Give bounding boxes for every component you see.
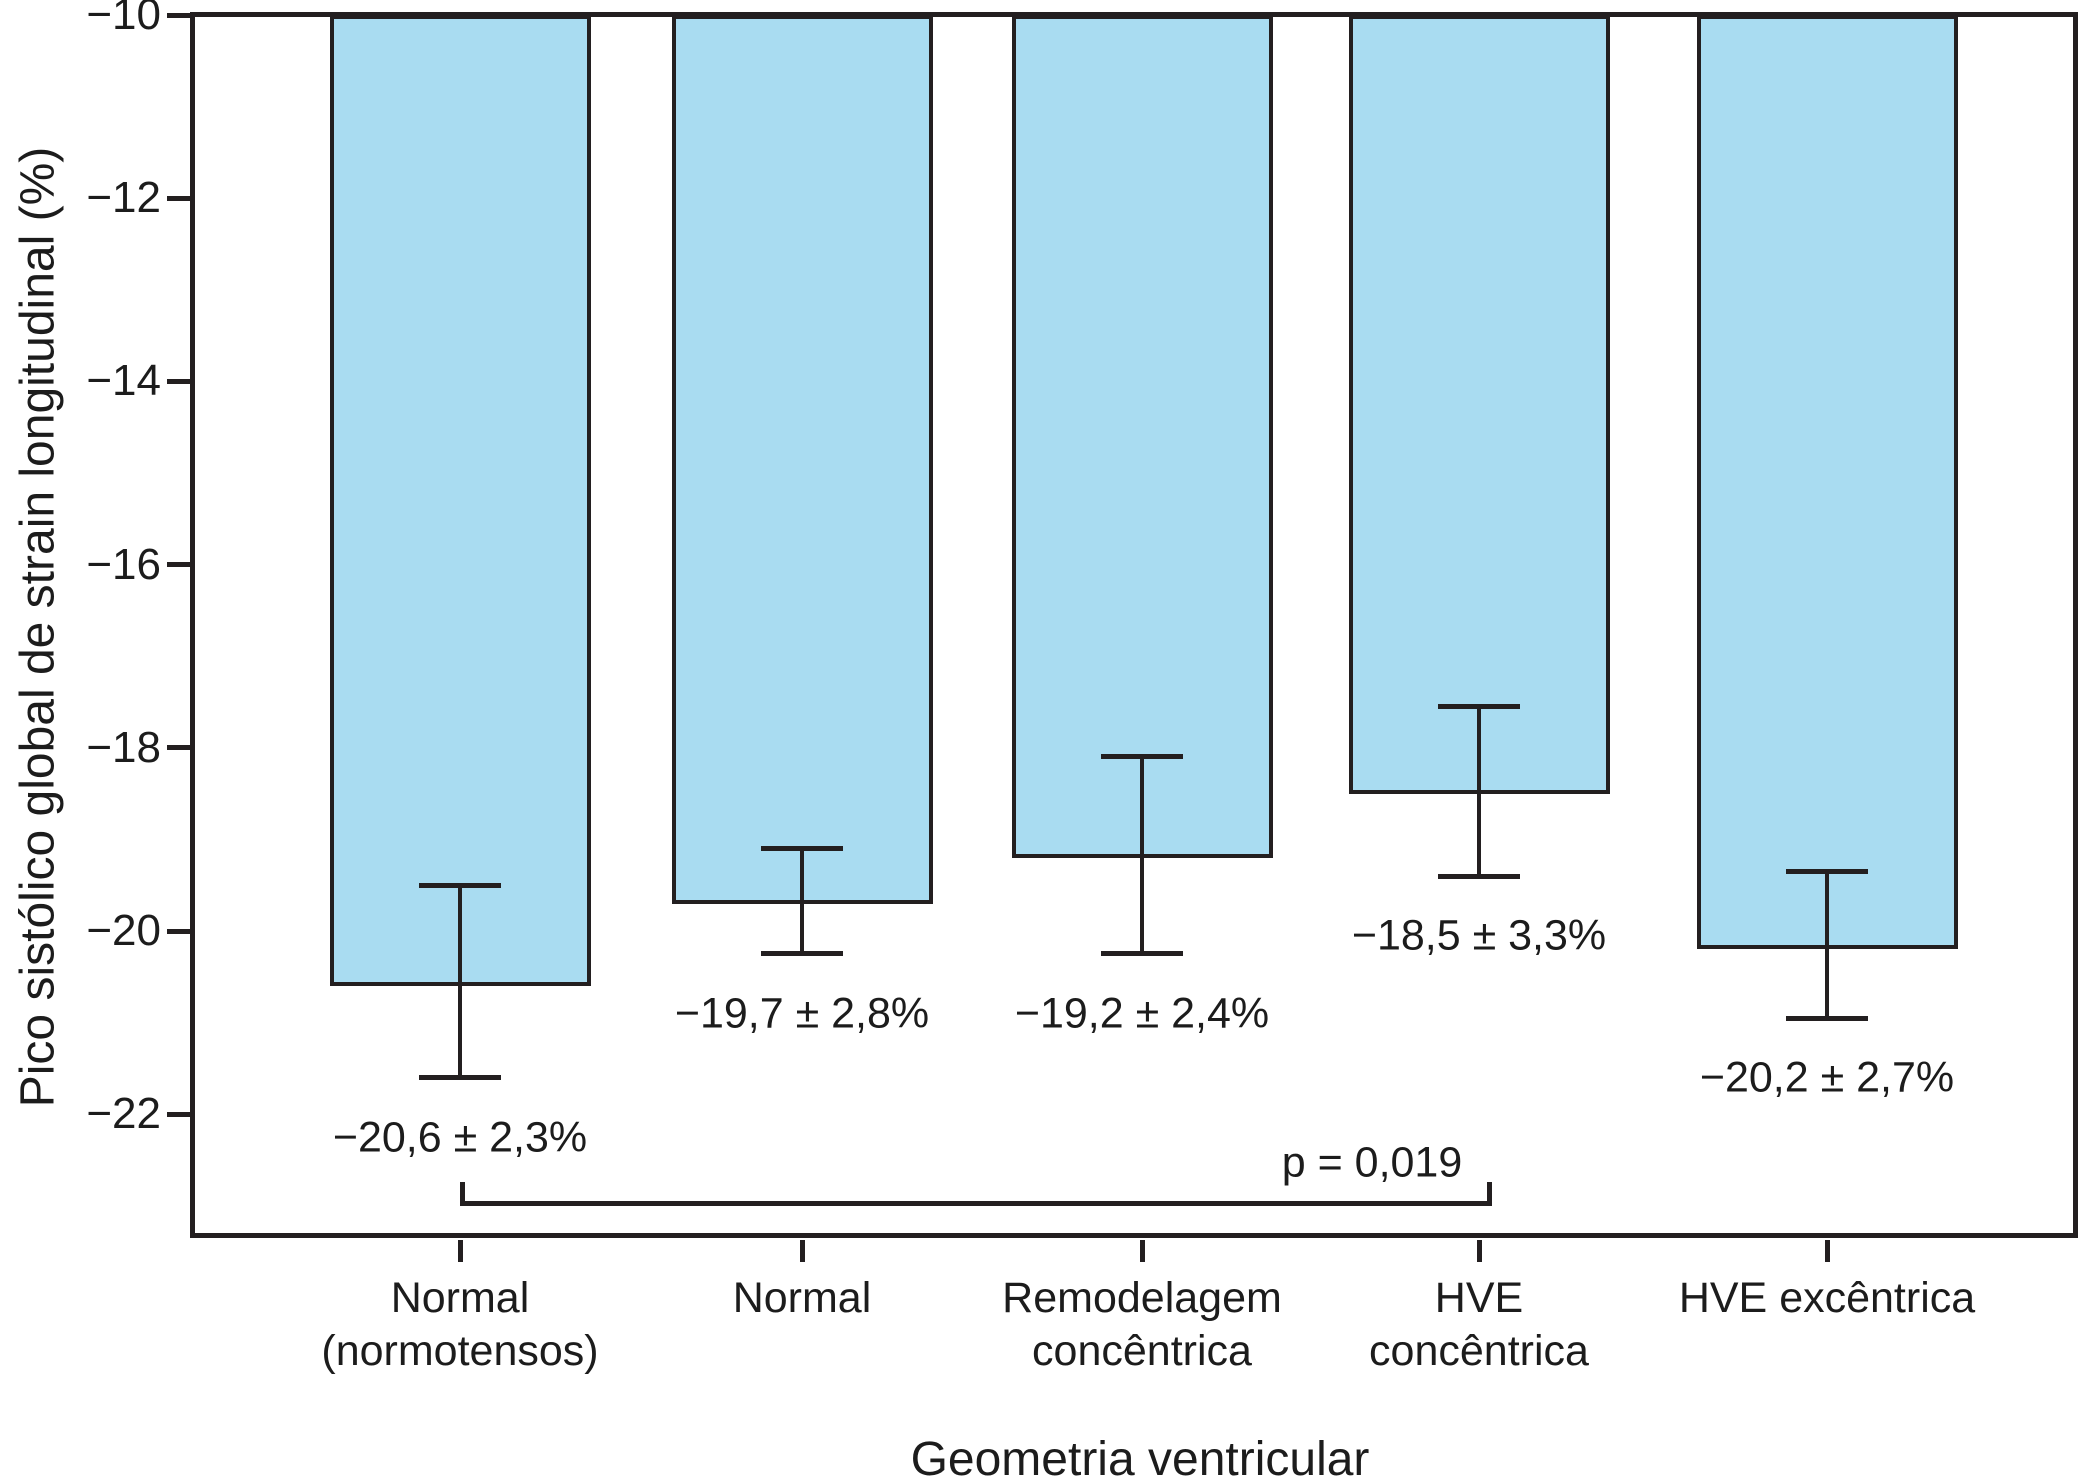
y-axis-tick-label: −12 <box>86 173 161 223</box>
error-bar-line <box>1140 756 1144 954</box>
y-axis-tick-label: −14 <box>86 356 161 406</box>
bar-value-label: −19,2 ± 2,4% <box>1014 989 1270 1038</box>
category-label-line: Normal <box>390 1274 530 1322</box>
error-bar-bottom-cap <box>419 1075 501 1081</box>
x-axis-tick <box>1824 1240 1830 1262</box>
y-axis-tick-label: −20 <box>86 906 161 955</box>
y-axis-tick <box>167 562 193 568</box>
y-axis-tick <box>167 378 193 384</box>
error-bar-top-cap <box>419 882 501 888</box>
category-label: HVE excêntrica <box>1617 1272 2037 1325</box>
error-bar-top-cap <box>1786 868 1868 874</box>
category-label-line: (normotensos) <box>321 1327 599 1375</box>
bar-value-label: −18,5 ± 3,3% <box>1351 911 1607 960</box>
category-label-line: HVE <box>1434 1274 1524 1322</box>
bar-5 <box>1696 15 1958 950</box>
y-axis-tick <box>167 195 193 201</box>
y-axis-tick <box>167 745 193 751</box>
bar-value-label: −20,2 ± 2,7% <box>1699 1053 1955 1102</box>
bar-4 <box>1348 15 1610 794</box>
error-bar-line <box>1477 706 1481 877</box>
x-axis-tick <box>1139 1240 1145 1262</box>
category-label-line: concêntrica <box>1369 1327 1589 1375</box>
y-axis-tick <box>167 928 193 934</box>
category-label: Remodelagem concêntrica <box>932 1272 1352 1378</box>
y-axis-tick-label: −22 <box>86 1089 161 1139</box>
y-axis-title: Pico sistólico global de strain longitud… <box>11 146 65 1108</box>
y-axis-tick-label: −16 <box>86 539 161 589</box>
x-axis-tick <box>799 1240 805 1262</box>
significance-p-value-label: p = 0,019 <box>1281 1138 1463 1187</box>
error-bar-bottom-cap <box>1101 951 1183 957</box>
error-bar-line <box>458 885 462 1078</box>
significance-bracket-left-end <box>460 1182 465 1206</box>
category-label: Normal <box>592 1272 1012 1325</box>
category-label-line: HVE excêntrica <box>1678 1274 1976 1322</box>
bar-1 <box>329 15 591 986</box>
x-axis-tick <box>457 1240 463 1262</box>
error-bar-bottom-cap <box>1786 1015 1868 1021</box>
x-axis-tick <box>1476 1240 1482 1262</box>
y-axis-tick-label: −10 <box>86 0 161 39</box>
bar-value-label: −19,7 ± 2,8% <box>674 989 930 1038</box>
y-axis-tick-label: −18 <box>86 722 161 772</box>
error-bar-bottom-cap <box>761 951 843 957</box>
error-bar-line <box>1825 871 1829 1018</box>
y-axis-tick <box>167 12 193 18</box>
error-bar-top-cap <box>1438 704 1520 710</box>
error-bar-top-cap <box>1101 754 1183 760</box>
bar-2 <box>671 15 933 904</box>
significance-bracket-right-end <box>1487 1182 1492 1206</box>
category-label: Normal (normotensos) <box>250 1272 670 1378</box>
category-label-line: concêntrica <box>1032 1327 1252 1375</box>
bar-value-label: −20,6 ± 2,3% <box>332 1113 588 1162</box>
category-label-line: Remodelagem <box>1002 1274 1282 1322</box>
bar-3 <box>1011 15 1273 858</box>
x-axis-title: Geometria ventricular <box>910 1433 1370 1480</box>
y-axis-tick <box>167 1111 193 1117</box>
significance-bracket-horizontal <box>460 1201 1492 1206</box>
error-bar-bottom-cap <box>1438 873 1520 879</box>
category-label: HVE concêntrica <box>1269 1272 1689 1378</box>
category-label-line: Normal <box>732 1274 872 1322</box>
error-bar-line <box>800 848 804 954</box>
error-bar-top-cap <box>761 846 843 852</box>
